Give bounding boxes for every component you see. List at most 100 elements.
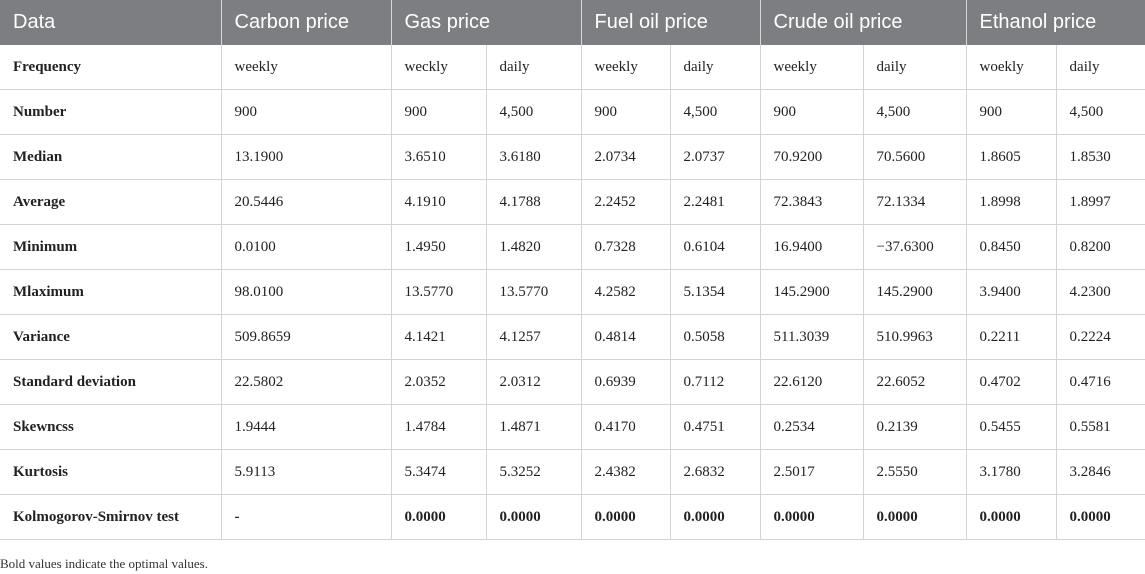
- table-cell: 4,500: [486, 89, 582, 135]
- row-label: Variance: [0, 314, 222, 360]
- header-gas-price: Gas price: [391, 0, 582, 45]
- table-cell: woekly: [966, 45, 1057, 90]
- table-cell: 900: [391, 89, 487, 135]
- table-row: Frequency weekly weckly daily weekly daily wee…: [0, 45, 1145, 90]
- table-cell: weekly: [221, 45, 392, 90]
- table-cell: 0.2534: [760, 404, 864, 450]
- table-cell: 900: [760, 89, 864, 135]
- table-cell: 0.0000: [863, 494, 967, 540]
- header-crude-oil-price: Crude oil price: [760, 0, 967, 45]
- row-label: Kurtosis: [0, 449, 222, 495]
- table-cell: 22.5802: [221, 359, 392, 405]
- table-cell: 0.0000: [966, 494, 1057, 540]
- table-cell: weekly: [760, 45, 864, 90]
- table-row: Number 900 900 4,500 900 4,500 900 4,500 900 4,50…: [0, 89, 1145, 135]
- row-label: Median: [0, 134, 222, 180]
- table-cell: 1.8605: [966, 134, 1057, 180]
- row-label: Kolmogorov-Smirnov test: [0, 494, 222, 540]
- table-cell: 0.4170: [581, 404, 671, 450]
- table-cell: 70.5600: [863, 134, 967, 180]
- table-row: Minimum 0.0100 1.4950 1.4820 0.7328 0.6104 16.…: [0, 224, 1145, 270]
- table-cell: 509.8659: [221, 314, 392, 360]
- table-cell: 0.4702: [966, 359, 1057, 405]
- row-label: Skewncss: [0, 404, 222, 450]
- table-cell: 0.6104: [670, 224, 761, 270]
- table-cell: 22.6120: [760, 359, 864, 405]
- table-cell: 3.9400: [966, 269, 1057, 315]
- table-cell: 0.6939: [581, 359, 671, 405]
- table-cell: 0.4814: [581, 314, 671, 360]
- table-cell: 0.2139: [863, 404, 967, 450]
- table-cell: 2.0737: [670, 134, 761, 180]
- table-cell: 511.3039: [760, 314, 864, 360]
- table-cell: 4,500: [670, 89, 761, 135]
- table-cell: 900: [966, 89, 1057, 135]
- table-cell: 3.6180: [486, 134, 582, 180]
- table-cell: 5.3474: [391, 449, 487, 495]
- table-cell: 5.9113: [221, 449, 392, 495]
- header-fuel-oil-price: Fuel oil price: [581, 0, 761, 45]
- table-cell: daily: [486, 45, 582, 90]
- table-cell: 4.1421: [391, 314, 487, 360]
- table-cell: 900: [581, 89, 671, 135]
- table-cell: daily: [670, 45, 761, 90]
- row-label: Minimum: [0, 224, 222, 270]
- table-cell: 22.6052: [863, 359, 967, 405]
- table-row: Skewncss 1.9444 1.4784 1.4871 0.4170 0.4751 0.…: [0, 404, 1145, 450]
- table-cell: 2.6832: [670, 449, 761, 495]
- table-cell: 0.7112: [670, 359, 761, 405]
- table-cell: 0.2211: [966, 314, 1057, 360]
- table-cell: 4.1910: [391, 179, 487, 225]
- table-cell: 0.0000: [670, 494, 761, 540]
- table-cell: 0.4716: [1056, 359, 1145, 405]
- table-cell: 0.8450: [966, 224, 1057, 270]
- table-cell: 1.9444: [221, 404, 392, 450]
- table-body: Frequency weekly weckly daily weekly daily wee…: [0, 45, 1145, 540]
- table-cell: 900: [221, 89, 392, 135]
- table-cell: 510.9963: [863, 314, 967, 360]
- table-cell: 4,500: [863, 89, 967, 135]
- table-cell: −37.6300: [863, 224, 967, 270]
- table-cell: 1.4950: [391, 224, 487, 270]
- table-row: Standard deviation 22.5802 2.0352 2.0312 0.6…: [0, 359, 1145, 405]
- table-cell: 4.1257: [486, 314, 582, 360]
- table-cell: 20.5446: [221, 179, 392, 225]
- table-cell: 3.2846: [1056, 449, 1145, 495]
- table-cell: 0.4751: [670, 404, 761, 450]
- table-cell: 2.2481: [670, 179, 761, 225]
- table-cell: 0.8200: [1056, 224, 1145, 270]
- table-cell: 5.1354: [670, 269, 761, 315]
- table-cell: 4.2582: [581, 269, 671, 315]
- table-cell: 2.0734: [581, 134, 671, 180]
- table-cell: 13.5770: [391, 269, 487, 315]
- row-label: Frequency: [0, 45, 222, 90]
- table-cell: 0.0100: [221, 224, 392, 270]
- table-row: Median 13.1900 3.6510 3.6180 2.0734 2.0737 70.…: [0, 134, 1145, 180]
- table-cell: 0.5058: [670, 314, 761, 360]
- table-cell: 1.8530: [1056, 134, 1145, 180]
- table-cell: 2.0312: [486, 359, 582, 405]
- table-row: Average 20.5446 4.1910 4.1788 2.2452 2.2481 72…: [0, 179, 1145, 225]
- table-cell: 0.0000: [1056, 494, 1145, 540]
- table-cell: 4.1788: [486, 179, 582, 225]
- table-cell: 145.2900: [863, 269, 967, 315]
- table-cell: 145.2900: [760, 269, 864, 315]
- row-label: Number: [0, 89, 222, 135]
- table-cell: 1.8997: [1056, 179, 1145, 225]
- table-cell: 0.0000: [760, 494, 864, 540]
- table-cell: 3.1780: [966, 449, 1057, 495]
- table-row: Mlaximum 98.0100 13.5770 13.5770 4.2582 5.135…: [0, 269, 1145, 315]
- table-cell: 98.0100: [221, 269, 392, 315]
- table-cell: 0.0000: [391, 494, 487, 540]
- table-row: Kurtosis 5.9113 5.3474 5.3252 2.4382 2.6832 2.…: [0, 449, 1145, 495]
- table-cell: 0.0000: [486, 494, 582, 540]
- table-cell: 2.5017: [760, 449, 864, 495]
- table-cell: -: [221, 494, 392, 540]
- table-row: Kolmogorov-Smirnov test -0.0000 0.0000 0.00…: [0, 494, 1145, 540]
- table-cell: 70.9200: [760, 134, 864, 180]
- table-cell: 1.4784: [391, 404, 487, 450]
- table-cell: weckly: [391, 45, 487, 90]
- table-cell: 2.5550: [863, 449, 967, 495]
- row-label: Mlaximum: [0, 269, 222, 315]
- table-cell: 16.9400: [760, 224, 864, 270]
